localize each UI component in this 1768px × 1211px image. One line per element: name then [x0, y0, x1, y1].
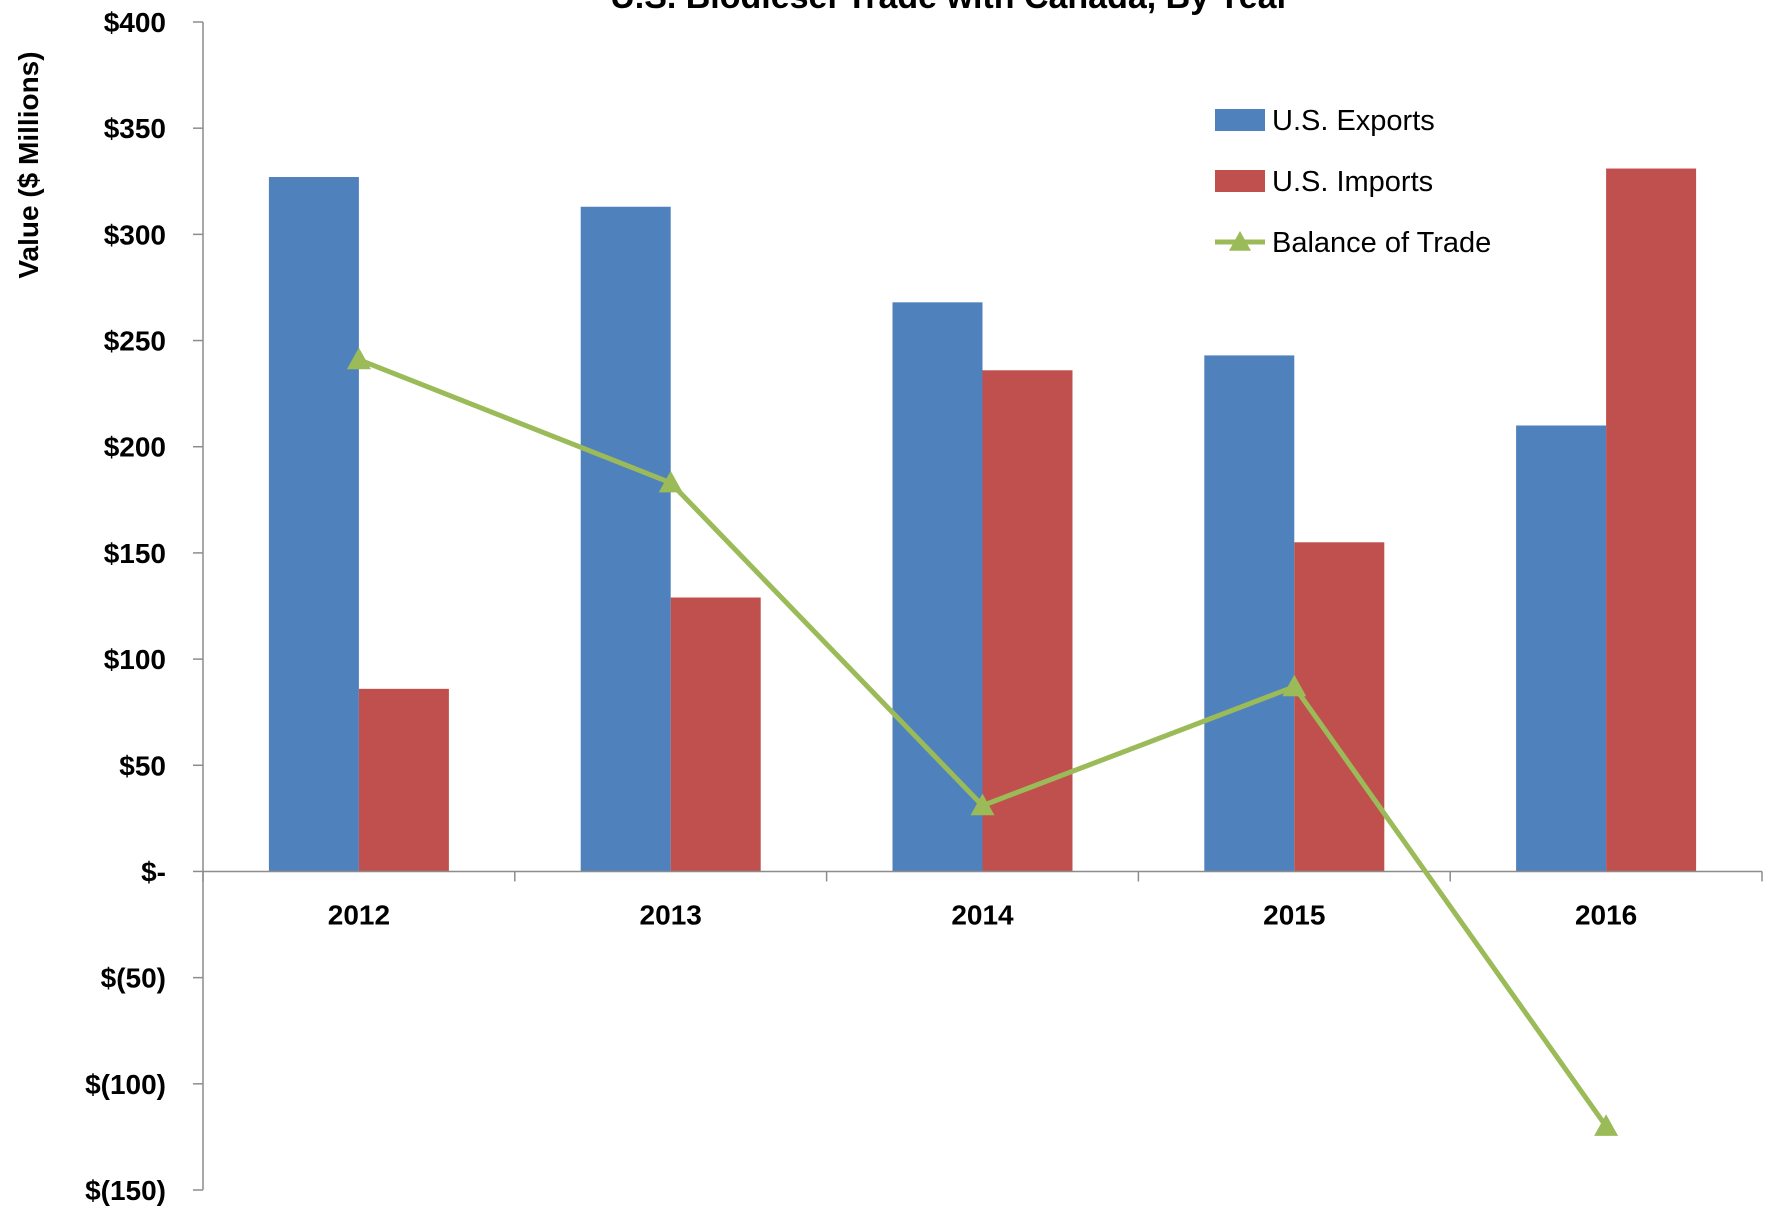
- plot-area: $400 $350 $300 $250 $200 $150 $100 $50 $- $(50) $(…: [85, 7, 1763, 1206]
- legend-label-u-s-imports: U.S. Imports: [1272, 166, 1433, 198]
- y-tick-label: $400: [104, 7, 166, 38]
- bar-u-s-exports-2016: [1516, 425, 1607, 872]
- line-marker-2013: [658, 470, 683, 493]
- chart-title: U.S. Biodiesel Trade with Canada, By Yea…: [610, 0, 1290, 16]
- bar-u-s-exports-2013: [580, 206, 671, 872]
- bar-u-s-imports-2016: [1606, 168, 1697, 872]
- y-tick-label: $(100): [85, 1069, 166, 1100]
- legend: U.S. Exports U.S. Imports Balance of Trade: [1215, 105, 1491, 259]
- x-tick-label: 2015: [1263, 899, 1325, 930]
- y-tick-label: $300: [104, 219, 166, 250]
- y-tick-label: $250: [104, 326, 166, 357]
- legend-marker-balance-of-trade: [1229, 231, 1251, 251]
- y-tick-label: $150: [104, 538, 166, 569]
- line-marker-2015: [1282, 674, 1307, 697]
- y-tick-label: $-: [141, 856, 166, 887]
- line-marker-2016: [1594, 1114, 1619, 1136]
- bar-u-s-imports-2014: [982, 370, 1073, 872]
- x-tick-label: 2014: [951, 899, 1014, 930]
- bar-u-s-exports-2012: [268, 177, 359, 872]
- y-tick-label: $(50): [101, 963, 166, 994]
- y-tick-label: $100: [104, 644, 166, 675]
- bar-u-s-exports-2015: [1204, 355, 1295, 872]
- bar-u-s-imports-2013: [670, 597, 761, 872]
- line-marker-2012: [346, 347, 371, 370]
- y-tick-label: $(150): [85, 1175, 166, 1206]
- y-tick-label: $50: [119, 750, 166, 781]
- y-tick-label: $200: [104, 432, 166, 463]
- legend-label-balance-of-trade: Balance of Trade: [1272, 227, 1491, 259]
- y-tick-label: $350: [104, 113, 166, 144]
- bar-u-s-exports-2014: [892, 302, 983, 872]
- x-tick-label: 2013: [640, 899, 702, 930]
- line-marker-2014: [970, 793, 995, 816]
- legend-label-u-s-exports: U.S. Exports: [1272, 105, 1435, 137]
- x-tick-label: 2012: [328, 899, 390, 930]
- bar-u-s-imports-2012: [358, 688, 449, 872]
- x-tick-label: 2016: [1575, 899, 1637, 930]
- legend-swatch-u-s-imports: [1215, 170, 1265, 192]
- y-axis-label: Value ($ Millions): [13, 51, 44, 278]
- legend-swatch-u-s-exports: [1215, 109, 1265, 131]
